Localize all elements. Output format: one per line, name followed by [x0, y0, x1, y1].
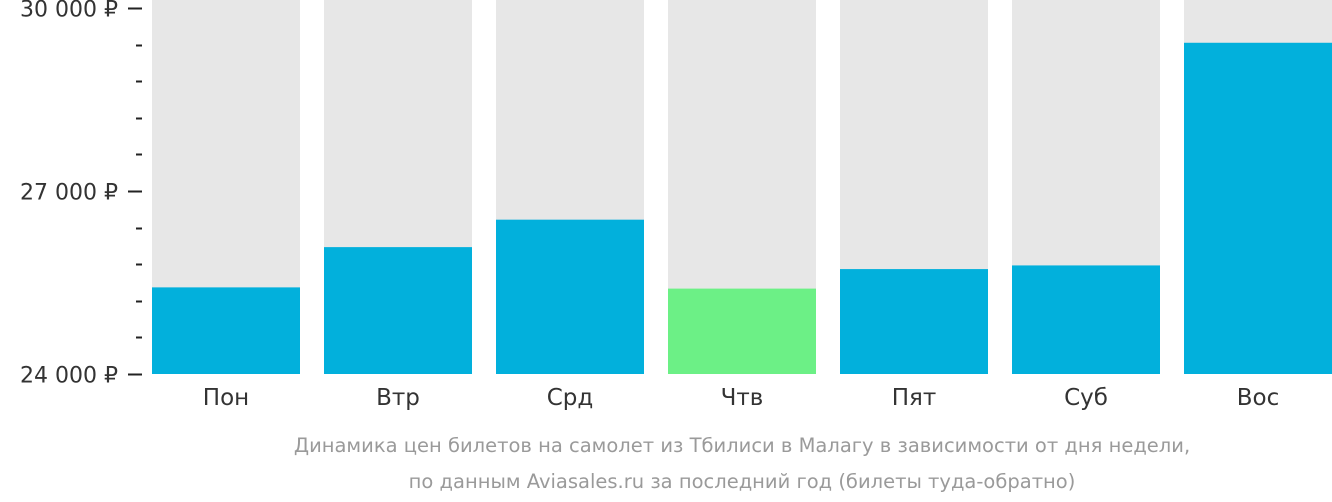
bar-3[interactable] — [496, 219, 644, 374]
x-axis: Пон Втр Срд Чтв Пят Суб Вос — [203, 385, 1279, 411]
x-tick-label-6: Суб — [1064, 385, 1108, 411]
x-tick-label-1: Пон — [203, 385, 249, 411]
x-tick-label-2: Втр — [376, 385, 420, 411]
y-tick-label-2: 27 000 ₽ — [20, 181, 118, 206]
x-tick-label-7: Вос — [1237, 385, 1280, 411]
x-tick-label-5: Пят — [892, 385, 937, 411]
bar-7[interactable] — [1184, 42, 1332, 375]
chart-caption-line-1: Динамика цен билетов на самолет из Тбили… — [294, 434, 1190, 457]
x-tick-label-4: Чтв — [721, 385, 764, 411]
bar-2[interactable] — [324, 247, 472, 374]
bar-5[interactable] — [840, 269, 988, 374]
chart-caption-line-2: по данным Aviasales.ru за последний год … — [409, 470, 1076, 493]
bar-1[interactable] — [152, 287, 300, 374]
bar-4[interactable] — [668, 288, 816, 374]
y-tick-label-1: 30 000 ₽ — [20, 0, 118, 23]
x-tick-label-3: Срд — [547, 385, 594, 411]
y-tick-label-3: 24 000 ₽ — [20, 364, 118, 389]
bar-6[interactable] — [1012, 265, 1160, 374]
data-bars — [152, 42, 1332, 375]
y-axis: 30 000 ₽ 27 000 ₽ 24 000 ₽ — [20, 0, 142, 389]
